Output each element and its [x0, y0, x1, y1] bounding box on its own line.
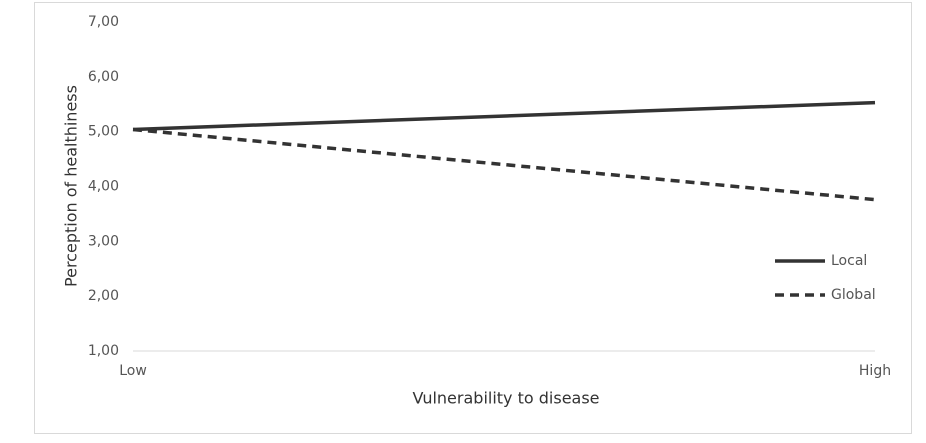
y-tick-label: 5,00 — [88, 124, 119, 140]
y-tick-label: 7,00 — [88, 14, 119, 30]
line-series — [132, 100, 876, 132]
y-tick-label: 3,00 — [88, 233, 119, 249]
y-tick-label: 4,00 — [88, 179, 119, 195]
x-tick-label: High — [859, 363, 891, 379]
legend-label: Local — [831, 253, 867, 269]
y-axis-title: Perception of healthiness — [62, 85, 81, 287]
line-series — [132, 127, 876, 202]
y-tick-label: 1,00 — [88, 343, 119, 359]
x-axis-title: Vulnerability to disease — [412, 389, 599, 408]
y-tick-label: 6,00 — [88, 69, 119, 85]
x-tick-label: Low — [119, 363, 147, 379]
legend-label: Global — [831, 287, 876, 303]
chart-border — [34, 2, 912, 434]
y-tick-label: 2,00 — [88, 288, 119, 304]
